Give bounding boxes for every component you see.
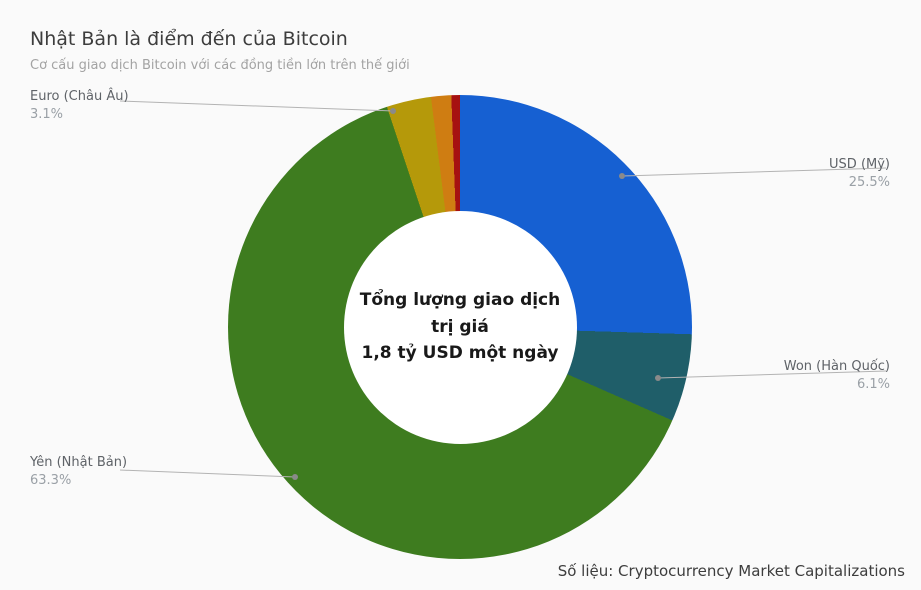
- label-yen-pct: 63.3%: [30, 473, 72, 488]
- leader-line-euro: [119, 100, 394, 112]
- center-line-2: trị giá: [431, 316, 489, 337]
- label-usd-pct: 25.5%: [848, 175, 890, 190]
- label-usd-name: USD (Mỹ): [829, 157, 890, 172]
- label-euro: Euro (Châu Âu) 3.1%: [30, 88, 129, 124]
- label-won-pct: 6.1%: [856, 377, 890, 392]
- label-won-name: Won (Hàn Quốc): [783, 359, 890, 374]
- label-yen: Yên (Nhật Bản) 63.3%: [30, 454, 127, 490]
- label-euro-pct: 3.1%: [30, 107, 64, 122]
- leader-line-yen: [119, 469, 296, 478]
- label-usd: USD (Mỹ) 25.5%: [829, 156, 890, 192]
- page-title: Nhật Bản là điểm đến của Bitcoin: [30, 28, 348, 50]
- donut-center: Tổng lượng giao dịch trị giá 1,8 tỷ USD …: [343, 210, 577, 444]
- donut-chart: Tổng lượng giao dịch trị giá 1,8 tỷ USD …: [228, 95, 692, 559]
- label-yen-name: Yên (Nhật Bản): [30, 455, 128, 470]
- label-won: Won (Hàn Quốc) 6.1%: [784, 358, 890, 394]
- page-subtitle: Cơ cấu giao dịch Bitcoin với các đồng ti…: [30, 58, 410, 73]
- center-line-1: Tổng lượng giao dịch: [359, 290, 561, 311]
- donut-center-label: Tổng lượng giao dịch trị giá 1,8 tỷ USD …: [360, 287, 561, 366]
- label-euro-name: Euro (Châu Âu): [30, 89, 129, 104]
- center-line-3: 1,8 tỷ USD một ngày: [361, 343, 559, 364]
- data-source: Số liệu: Cryptocurrency Market Capitaliz…: [557, 562, 905, 580]
